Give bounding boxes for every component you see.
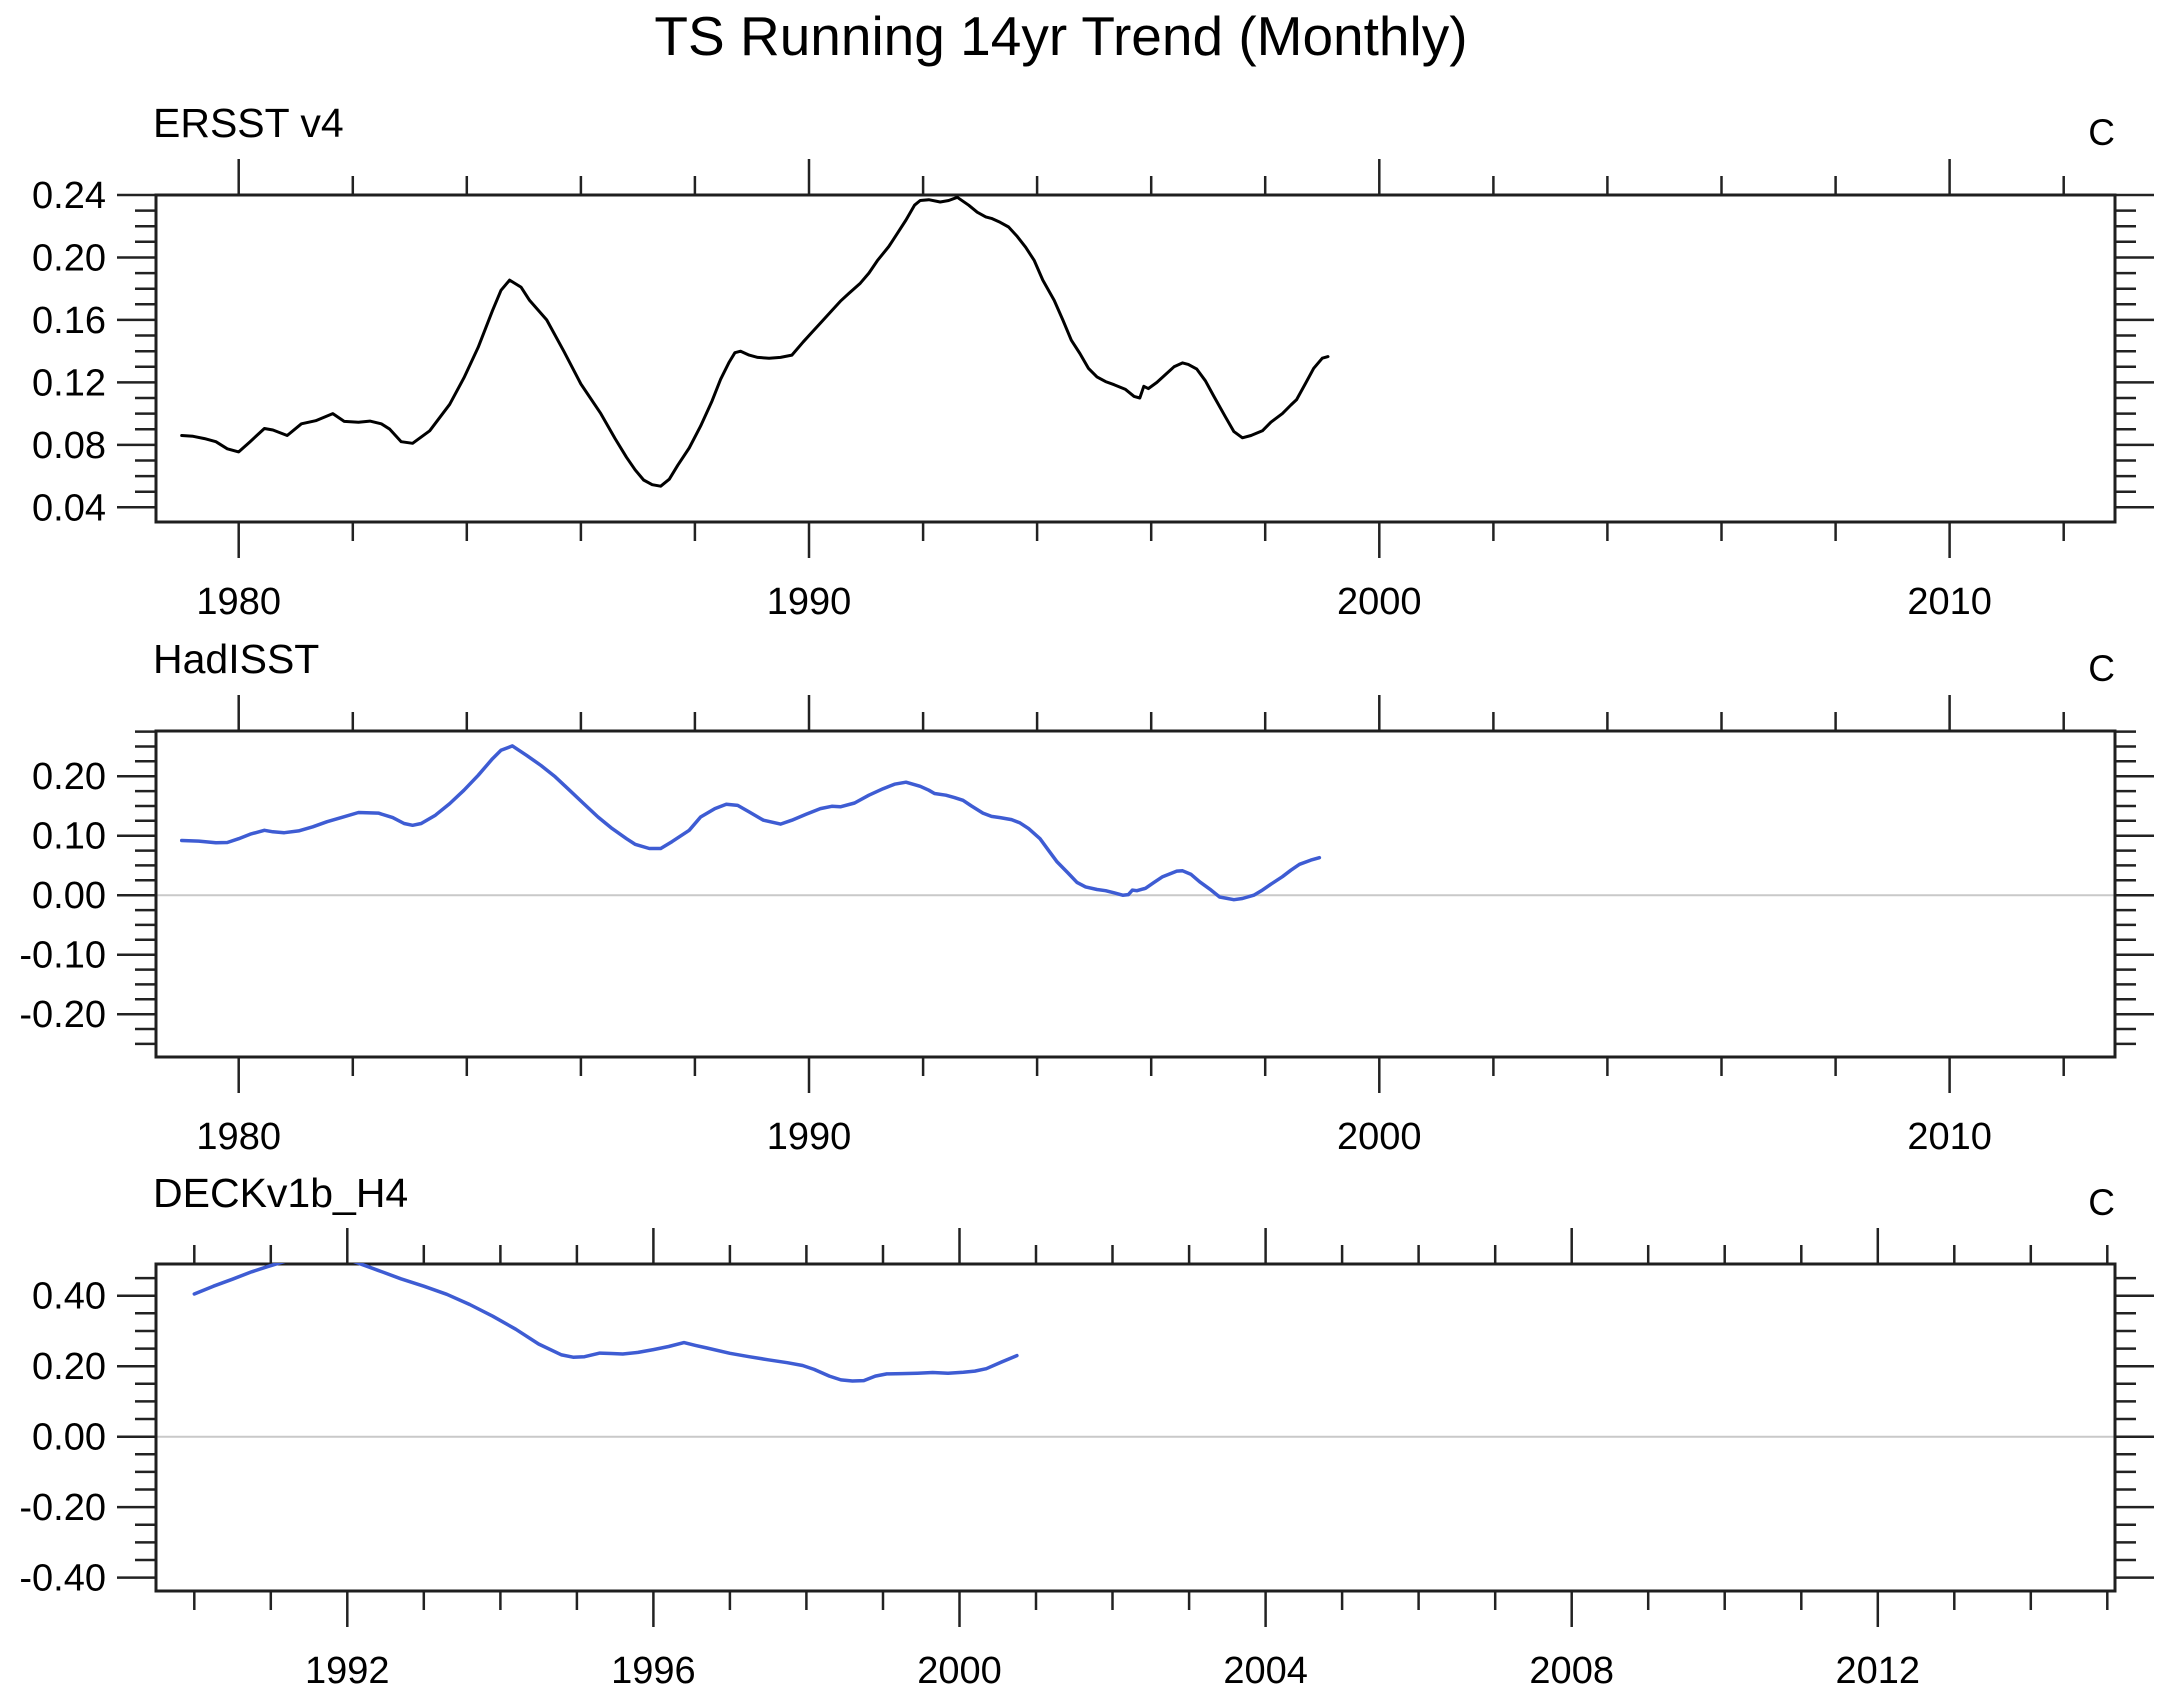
- x-axis-tick-label: 2010: [1907, 1116, 1992, 1158]
- plot-box: [154, 729, 2117, 1059]
- panel1-title: ERSST v4: [153, 100, 344, 146]
- y-axis-tick-label: -0.20: [19, 1487, 106, 1529]
- y-axis-tick-label: -0.10: [19, 935, 106, 977]
- y-axis-tick-label: 0.00: [32, 1417, 106, 1459]
- panel-1-plot: 1980 1990 2000 2010 0.04 0.08 0.12 0.16 0.20 0.24: [32, 159, 2154, 623]
- panel2-title: HadISST: [153, 636, 320, 682]
- x-axis-tick-label: 1990: [767, 581, 852, 623]
- x-axis-tick-label: 2010: [1907, 581, 1992, 623]
- y-axis-tick-label: -0.20: [19, 994, 106, 1036]
- y-axis-tick-label: 0.04: [32, 487, 106, 529]
- x-axis-tick-label: 1996: [611, 1650, 696, 1692]
- y-axis-tick-label: 0.20: [32, 1346, 106, 1388]
- panel2-unit-label: C: [2088, 648, 2115, 689]
- series-line-ersst-v4: [180, 195, 1330, 488]
- y-axis-tick-label: 0.20: [32, 238, 106, 280]
- x-axis-tick-label: 1992: [305, 1650, 390, 1692]
- series-line-hadisst: [179, 744, 1322, 902]
- x-axis-tick-label: 1990: [767, 1116, 852, 1158]
- x-axis-tick-label: 1980: [196, 1116, 281, 1158]
- y-axis-tick-label: 0.12: [32, 362, 106, 404]
- x-axis-tick-label: 2008: [1529, 1650, 1614, 1692]
- y-axis-tick-label: 0.20: [32, 756, 106, 798]
- panel1-unit-label: C: [2088, 112, 2115, 153]
- y-axis-tick-label: 0.40: [32, 1276, 106, 1318]
- plot-box: [154, 193, 2117, 524]
- y-axis-tick-label: -0.40: [19, 1558, 106, 1600]
- x-axis-tick-label: 2000: [917, 1650, 1002, 1692]
- x-axis-tick-label: 2012: [1836, 1650, 1921, 1692]
- plot-box: [154, 1262, 2117, 1593]
- y-axis-tick-label: 0.00: [32, 875, 106, 917]
- chart-title: TS Running 14yr Trend (Monthly): [654, 5, 1468, 67]
- x-axis-tick-label: 2004: [1223, 1650, 1308, 1692]
- x-axis-tick-label: 2000: [1337, 581, 1422, 623]
- series-line-deckv1b-h4: [192, 1263, 1019, 1383]
- panel3-title: DECKv1b_H4: [153, 1170, 409, 1216]
- panel-2-plot: 1980 1990 2000 2010 -0.20 -0.10 0.00 0.10 0.20: [19, 695, 2154, 1158]
- y-axis-tick-label: 0.08: [32, 425, 106, 467]
- y-axis-tick-label: 0.16: [32, 300, 106, 342]
- y-axis-tick-label: 0.10: [32, 816, 106, 858]
- panel-3-plot: 1992 1996 2000 2004 2008 2012 -0.40 -0.20 0.00 0.…: [19, 1228, 2154, 1692]
- panel3-unit-label: C: [2088, 1182, 2115, 1223]
- x-axis-tick-label: 1980: [196, 581, 281, 623]
- x-axis-tick-label: 2000: [1337, 1116, 1422, 1158]
- y-axis-tick-label: 0.24: [32, 175, 106, 217]
